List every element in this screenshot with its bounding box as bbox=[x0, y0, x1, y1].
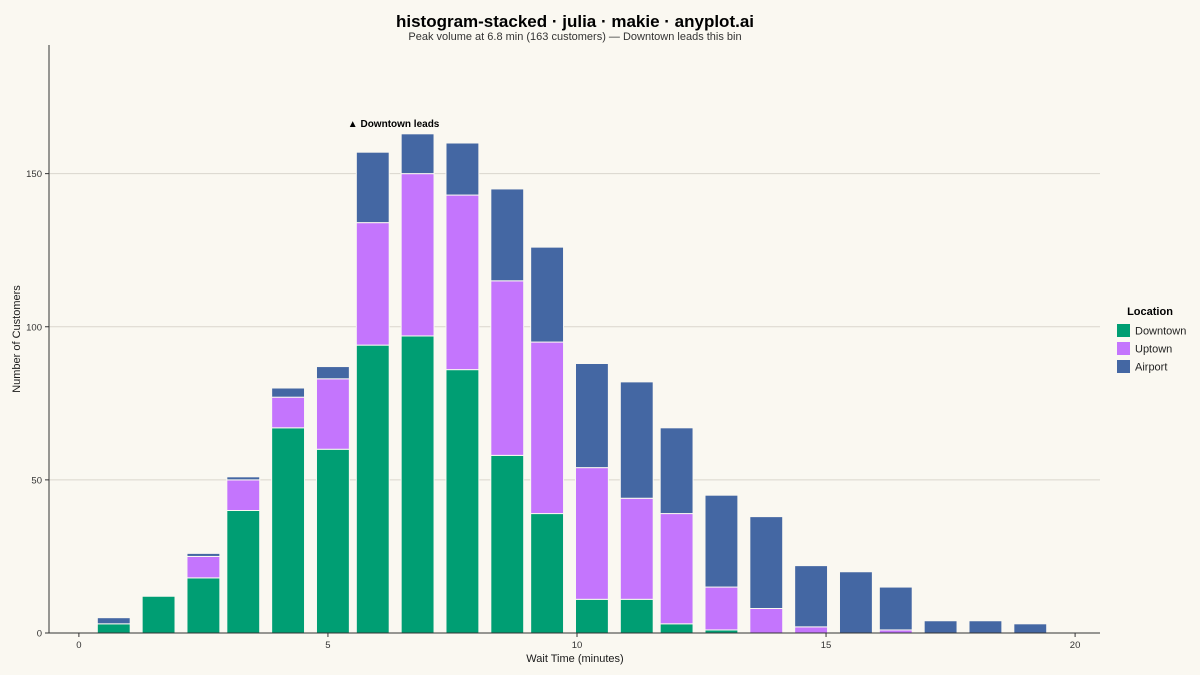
y-tick-label: 50 bbox=[31, 475, 42, 486]
x-tick-label: 15 bbox=[821, 640, 832, 651]
bar-airport bbox=[355, 151, 390, 224]
bar-downtown bbox=[400, 335, 435, 634]
bar-uptown bbox=[355, 222, 390, 346]
bar-downtown bbox=[445, 369, 480, 634]
bar-uptown bbox=[490, 280, 525, 456]
y-tick-label: 150 bbox=[26, 169, 42, 180]
chart-title: histogram-stacked · julia · makie · anyp… bbox=[396, 12, 754, 31]
legend-swatch-uptown bbox=[1117, 342, 1130, 355]
x-tick-label: 5 bbox=[325, 640, 330, 651]
bar-downtown bbox=[490, 454, 525, 634]
x-axis-label: Wait Time (minutes) bbox=[526, 653, 623, 665]
y-axis-label: Number of Customers bbox=[11, 285, 23, 393]
bar-airport bbox=[400, 133, 435, 175]
bar-downtown bbox=[226, 510, 261, 634]
bar-uptown bbox=[794, 626, 829, 634]
bar-uptown bbox=[659, 513, 694, 625]
grid-lines bbox=[49, 173, 1100, 481]
legend: Location Downtown Uptown Airport bbox=[1117, 306, 1186, 374]
bar-downtown bbox=[355, 344, 390, 634]
tick-labels: 0 50 100 150 0 5 10 15 20 bbox=[26, 169, 1080, 651]
legend-label-downtown: Downtown bbox=[1135, 326, 1186, 338]
bar-airport bbox=[530, 246, 565, 343]
bar-uptown bbox=[445, 194, 480, 371]
annotation-downtown-leads: ▲ Downtown leads bbox=[348, 119, 440, 130]
bar-downtown bbox=[271, 427, 306, 634]
bar-downtown bbox=[186, 577, 221, 634]
bar-airport bbox=[794, 565, 829, 628]
bar-airport bbox=[186, 552, 221, 557]
bar-airport bbox=[445, 142, 480, 196]
chart-subtitle: Peak volume at 6.8 min (163 customers) —… bbox=[408, 31, 741, 43]
x-tick-label: 20 bbox=[1070, 640, 1081, 651]
legend-label-uptown: Uptown bbox=[1135, 344, 1172, 356]
bar-uptown bbox=[226, 479, 261, 511]
x-tick-label: 0 bbox=[76, 640, 81, 651]
y-tick-label: 100 bbox=[26, 322, 42, 333]
legend-swatch-downtown bbox=[1117, 324, 1130, 337]
bar-uptown bbox=[749, 608, 784, 634]
bar-downtown bbox=[315, 448, 350, 634]
legend-swatch-airport bbox=[1117, 360, 1130, 373]
bar-airport bbox=[704, 494, 739, 588]
bar-downtown bbox=[574, 598, 609, 634]
y-tick-label: 0 bbox=[37, 629, 42, 640]
axes bbox=[48, 45, 1100, 634]
bar-downtown bbox=[659, 623, 694, 634]
bar-airport bbox=[315, 366, 350, 380]
bar-uptown bbox=[619, 497, 654, 600]
bar-airport bbox=[271, 387, 306, 398]
bar-uptown bbox=[271, 396, 306, 429]
bar-airport bbox=[878, 586, 913, 631]
bar-airport bbox=[749, 516, 784, 609]
bar-airport bbox=[838, 571, 873, 634]
bar-airport bbox=[619, 381, 654, 499]
bar-downtown bbox=[530, 513, 565, 634]
bars bbox=[96, 133, 1048, 634]
bar-downtown bbox=[619, 598, 654, 634]
legend-title: Location bbox=[1127, 306, 1173, 318]
bar-airport bbox=[659, 427, 694, 515]
bar-uptown bbox=[574, 467, 609, 600]
legend-label-airport: Airport bbox=[1135, 362, 1167, 374]
bar-downtown bbox=[141, 595, 176, 634]
bar-airport bbox=[574, 363, 609, 469]
bar-airport bbox=[923, 620, 958, 634]
bar-uptown bbox=[530, 341, 565, 515]
bar-downtown bbox=[96, 623, 131, 634]
bar-uptown bbox=[186, 555, 221, 579]
bar-airport bbox=[1013, 623, 1048, 634]
bar-airport bbox=[490, 188, 525, 282]
bar-uptown bbox=[400, 173, 435, 337]
bar-airport bbox=[226, 476, 261, 481]
bar-airport bbox=[968, 620, 1003, 634]
bar-uptown bbox=[704, 586, 739, 631]
bar-uptown bbox=[315, 378, 350, 450]
x-tick-label: 10 bbox=[572, 640, 583, 651]
bar-airport bbox=[96, 617, 131, 625]
